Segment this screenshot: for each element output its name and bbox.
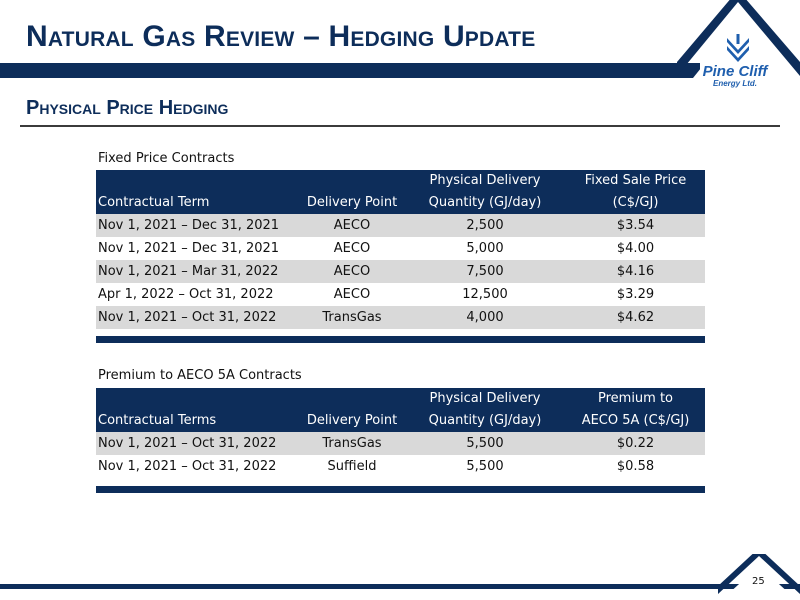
footer-chevron-icon [718, 554, 800, 594]
table-row: Apr 1, 2022 – Oct 31, 2022 AECO 12,500 $… [96, 283, 705, 306]
premium-table-end-bar [96, 486, 705, 493]
header-premium-line2: AECO 5A (C$/GJ) [566, 410, 705, 432]
section-title: Physical Price Hedging [26, 97, 229, 119]
table-row: Nov 1, 2021 – Mar 31, 2022 AECO 7,500 $4… [96, 260, 705, 283]
page-number: 25 [752, 576, 765, 587]
header-premium-line1: Premium to [566, 388, 705, 410]
cell-quantity: 4,000 [404, 306, 566, 329]
cell-price: $4.62 [566, 306, 705, 329]
table-row: Nov 1, 2021 – Dec 31, 2021 AECO 2,500 $3… [96, 214, 705, 237]
table-row: Nov 1, 2021 – Oct 31, 2022 TransGas 5,50… [96, 432, 705, 455]
fixed-table-end-bar [96, 336, 705, 343]
header-term: Contractual Term [96, 192, 300, 214]
cell-quantity: 7,500 [404, 260, 566, 283]
cell-delivery-point: AECO [300, 260, 404, 283]
cell-term: Nov 1, 2021 – Oct 31, 2022 [96, 455, 300, 478]
cell-term: Nov 1, 2021 – Mar 31, 2022 [96, 260, 300, 283]
cell-term: Apr 1, 2022 – Oct 31, 2022 [96, 283, 300, 306]
cell-premium: $0.22 [566, 432, 705, 455]
cell-delivery-point: Suffield [300, 455, 404, 478]
table-header-row-2: Contractual Term Delivery Point Quantity… [96, 192, 705, 214]
table-row: Nov 1, 2021 – Oct 31, 2022 Suffield 5,50… [96, 455, 705, 478]
cell-delivery-point: AECO [300, 237, 404, 260]
header-price-line1: Fixed Sale Price [566, 170, 705, 192]
header-band [0, 63, 700, 78]
header-qty-line2: Quantity (GJ/day) [404, 410, 566, 432]
fixed-table-caption: Fixed Price Contracts [98, 151, 235, 166]
cell-price: $4.00 [566, 237, 705, 260]
cell-term: Nov 1, 2021 – Dec 31, 2021 [96, 237, 300, 260]
cell-delivery-point: TransGas [300, 432, 404, 455]
slide-title: Natural Gas Review – Hedging Update [26, 20, 536, 53]
footer-band [0, 584, 800, 589]
logo-wordmark: Pine Cliff Energy Ltd. [700, 64, 770, 88]
cell-quantity: 5,500 [404, 455, 566, 478]
cell-quantity: 12,500 [404, 283, 566, 306]
cell-quantity: 2,500 [404, 214, 566, 237]
cell-term: Nov 1, 2021 – Dec 31, 2021 [96, 214, 300, 237]
header-qty-line1: Physical Delivery [404, 388, 566, 410]
header-qty-line1: Physical Delivery [404, 170, 566, 192]
header-qty-line2: Quantity (GJ/day) [404, 192, 566, 214]
table-header-row-2: Contractual Terms Delivery Point Quantit… [96, 410, 705, 432]
header-delivery-point: Delivery Point [300, 192, 404, 214]
fixed-price-table: Physical Delivery Fixed Sale Price Contr… [96, 170, 705, 329]
cell-delivery-point: AECO [300, 214, 404, 237]
cell-price: $3.29 [566, 283, 705, 306]
table-row: Nov 1, 2021 – Oct 31, 2022 TransGas 4,00… [96, 306, 705, 329]
table-header-row-1: Physical Delivery Premium to [96, 388, 705, 410]
cell-term: Nov 1, 2021 – Oct 31, 2022 [96, 432, 300, 455]
cell-price: $3.54 [566, 214, 705, 237]
table-header-row-1: Physical Delivery Fixed Sale Price [96, 170, 705, 192]
cell-term: Nov 1, 2021 – Oct 31, 2022 [96, 306, 300, 329]
cell-quantity: 5,500 [404, 432, 566, 455]
premium-table: Physical Delivery Premium to Contractual… [96, 388, 705, 478]
cell-quantity: 5,000 [404, 237, 566, 260]
header-term: Contractual Terms [96, 410, 300, 432]
section-divider [20, 125, 780, 127]
logo-subtitle: Energy Ltd. [712, 79, 757, 88]
cell-delivery-point: AECO [300, 283, 404, 306]
table-row: Nov 1, 2021 – Dec 31, 2021 AECO 5,000 $4… [96, 237, 705, 260]
premium-table-caption: Premium to AECO 5A Contracts [98, 368, 302, 383]
header-price-line2: (C$/GJ) [566, 192, 705, 214]
header-delivery-point: Delivery Point [300, 410, 404, 432]
pine-cliff-logo-icon [677, 0, 800, 78]
cell-premium: $0.58 [566, 455, 705, 478]
cell-delivery-point: TransGas [300, 306, 404, 329]
cell-price: $4.16 [566, 260, 705, 283]
logo-name: Pine Cliff [702, 63, 768, 80]
